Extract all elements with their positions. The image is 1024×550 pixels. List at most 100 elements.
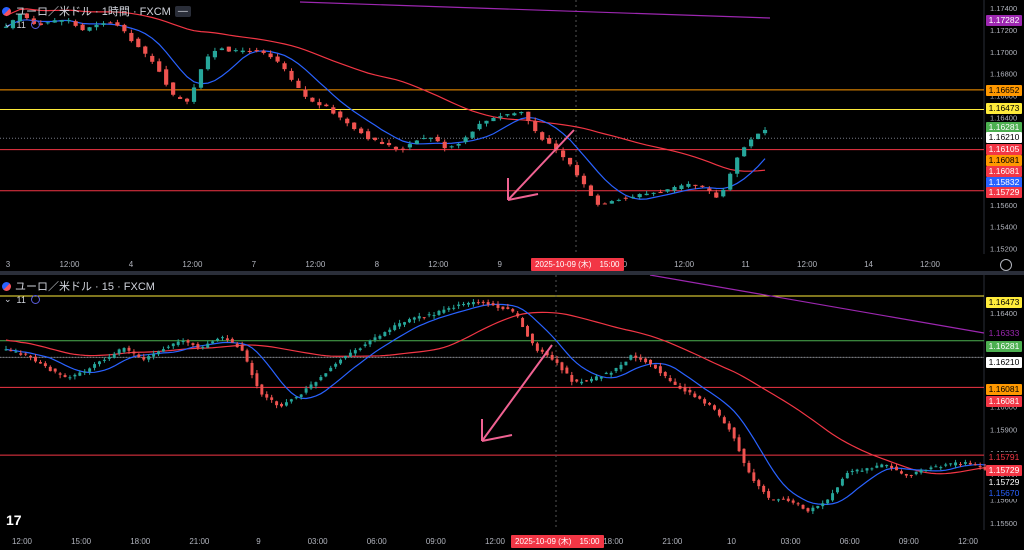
price-tick-label: 1.17400 [990, 4, 1017, 13]
indicator-toggle[interactable]: ⌄ 11 [4, 294, 40, 305]
price-tick-label: 1.15900 [990, 426, 1017, 435]
chart-pane-1h[interactable]: ユーロ／米ドル · 1時間 · FXCM — ⌄ 11 1.17400 1.172… [0, 0, 1024, 271]
candlestick [147, 353, 151, 363]
candlestick [122, 347, 126, 354]
price-axis-tag: 1.15729 [986, 477, 1022, 488]
price-axis-tag: 1.16081 [986, 166, 1022, 177]
candlestick [594, 374, 598, 381]
candlestick [904, 473, 908, 478]
candlestick [707, 186, 712, 194]
candlestick [496, 301, 500, 311]
candlestick [29, 354, 33, 361]
chevron-down-icon[interactable]: ⌄ [4, 19, 12, 29]
symbol-title: ユーロ／米ドル · 1時間 · FXCM [15, 6, 171, 18]
candlestick [865, 467, 869, 474]
chart-canvas-15m[interactable]: 1.164001.162001.160001.159001.158001.157… [0, 275, 1024, 550]
candlestick [954, 459, 958, 469]
moving-average-long-line [649, 275, 985, 334]
candlestick [122, 23, 127, 34]
price-axis-tag: 1.16281 [986, 341, 1022, 352]
price-axis-tag: 1.16473 [986, 103, 1022, 114]
candlestick [722, 415, 726, 424]
candlestick [421, 134, 426, 140]
candlestick [329, 365, 333, 372]
candlestick [317, 98, 322, 109]
collapse-legend-button[interactable]: — [174, 5, 191, 17]
candlestick [157, 58, 162, 73]
candlestick [9, 347, 13, 352]
candlestick [303, 86, 308, 99]
candlestick [398, 319, 402, 330]
price-axis-tag: 1.16652 [986, 85, 1022, 96]
candlestick [186, 339, 190, 346]
indicator-count: 11 [16, 19, 26, 30]
chart-pane-15m[interactable]: ユーロ／米ドル · 15 · FXCM ⌄ 11 1.164001.162001… [0, 275, 1024, 550]
candlestick [816, 505, 820, 510]
symbol-legend[interactable]: ユーロ／米ドル · 15 · FXCM [2, 278, 155, 294]
candlestick [963, 459, 967, 466]
candlestick [400, 146, 406, 153]
pane-separator[interactable] [0, 271, 1024, 275]
time-tick-label: 10 [727, 537, 736, 546]
price-tick-label: 1.15400 [990, 223, 1017, 232]
candlestick [686, 181, 691, 189]
symbol-legend[interactable]: ユーロ／米ドル · 1時間 · FXCM — [2, 3, 191, 19]
candlestick [348, 349, 352, 358]
candlestick [505, 114, 510, 117]
time-tick-label: 9 [256, 537, 261, 546]
candlestick [484, 120, 489, 127]
candlestick [840, 477, 844, 487]
candlestick [17, 13, 23, 22]
candlestick [526, 324, 529, 337]
candlestick [191, 84, 197, 104]
candlestick [58, 371, 62, 379]
annotation-arrow[interactable] [507, 129, 575, 201]
candlestick [280, 402, 283, 408]
candlestick [184, 97, 190, 105]
time-tick-label: 12:00 [674, 260, 695, 269]
candlestick [742, 448, 746, 467]
candlestick [230, 337, 234, 343]
time-tick-label: 21:00 [662, 537, 683, 546]
candlestick [870, 467, 874, 471]
candlestick [407, 140, 412, 151]
candlestick [521, 316, 525, 328]
candlestick [427, 311, 431, 318]
candlestick [604, 371, 608, 375]
candlestick [142, 353, 146, 362]
candlestick [24, 352, 28, 357]
candlestick [53, 368, 57, 374]
candlestick [821, 500, 825, 510]
candlestick [683, 383, 687, 395]
candlestick [19, 350, 23, 356]
candlestick [345, 117, 350, 127]
eye-icon[interactable] [30, 20, 40, 29]
candlestick [678, 382, 682, 390]
candlestick [372, 137, 378, 142]
candlestick [66, 17, 71, 24]
candlestick [261, 49, 266, 55]
chevron-down-icon[interactable]: ⌄ [4, 294, 12, 304]
candlestick [78, 370, 82, 377]
price-axis-tag: 1.15729 [986, 187, 1022, 198]
price-tick-label: 1.16800 [990, 70, 1017, 79]
candlestick [235, 342, 239, 348]
candlestick [749, 137, 754, 149]
candlestick [791, 498, 795, 505]
indicator-toggle[interactable]: ⌄ 11 [4, 19, 40, 30]
price-tick-label: 1.15600 [990, 496, 1017, 505]
time-tick-label: 12:00 [305, 260, 326, 269]
candlestick [506, 303, 510, 310]
price-tick-label: 1.16400 [990, 113, 1017, 122]
moving-average-slow-line [5, 311, 986, 475]
chart-canvas-1h[interactable]: 1.17400 1.17200 1.17000 1.16800 1.16600 1.164… [0, 0, 1024, 271]
candlestick [486, 299, 490, 307]
candlestick [324, 103, 329, 107]
candlestick [117, 348, 121, 356]
candlestick [511, 307, 515, 313]
settings-icon[interactable] [1000, 259, 1012, 271]
eye-icon[interactable] [30, 295, 40, 304]
candlestick [547, 135, 552, 145]
price-tick-label: 1.17200 [990, 26, 1017, 35]
annotation-arrow[interactable] [481, 344, 553, 442]
